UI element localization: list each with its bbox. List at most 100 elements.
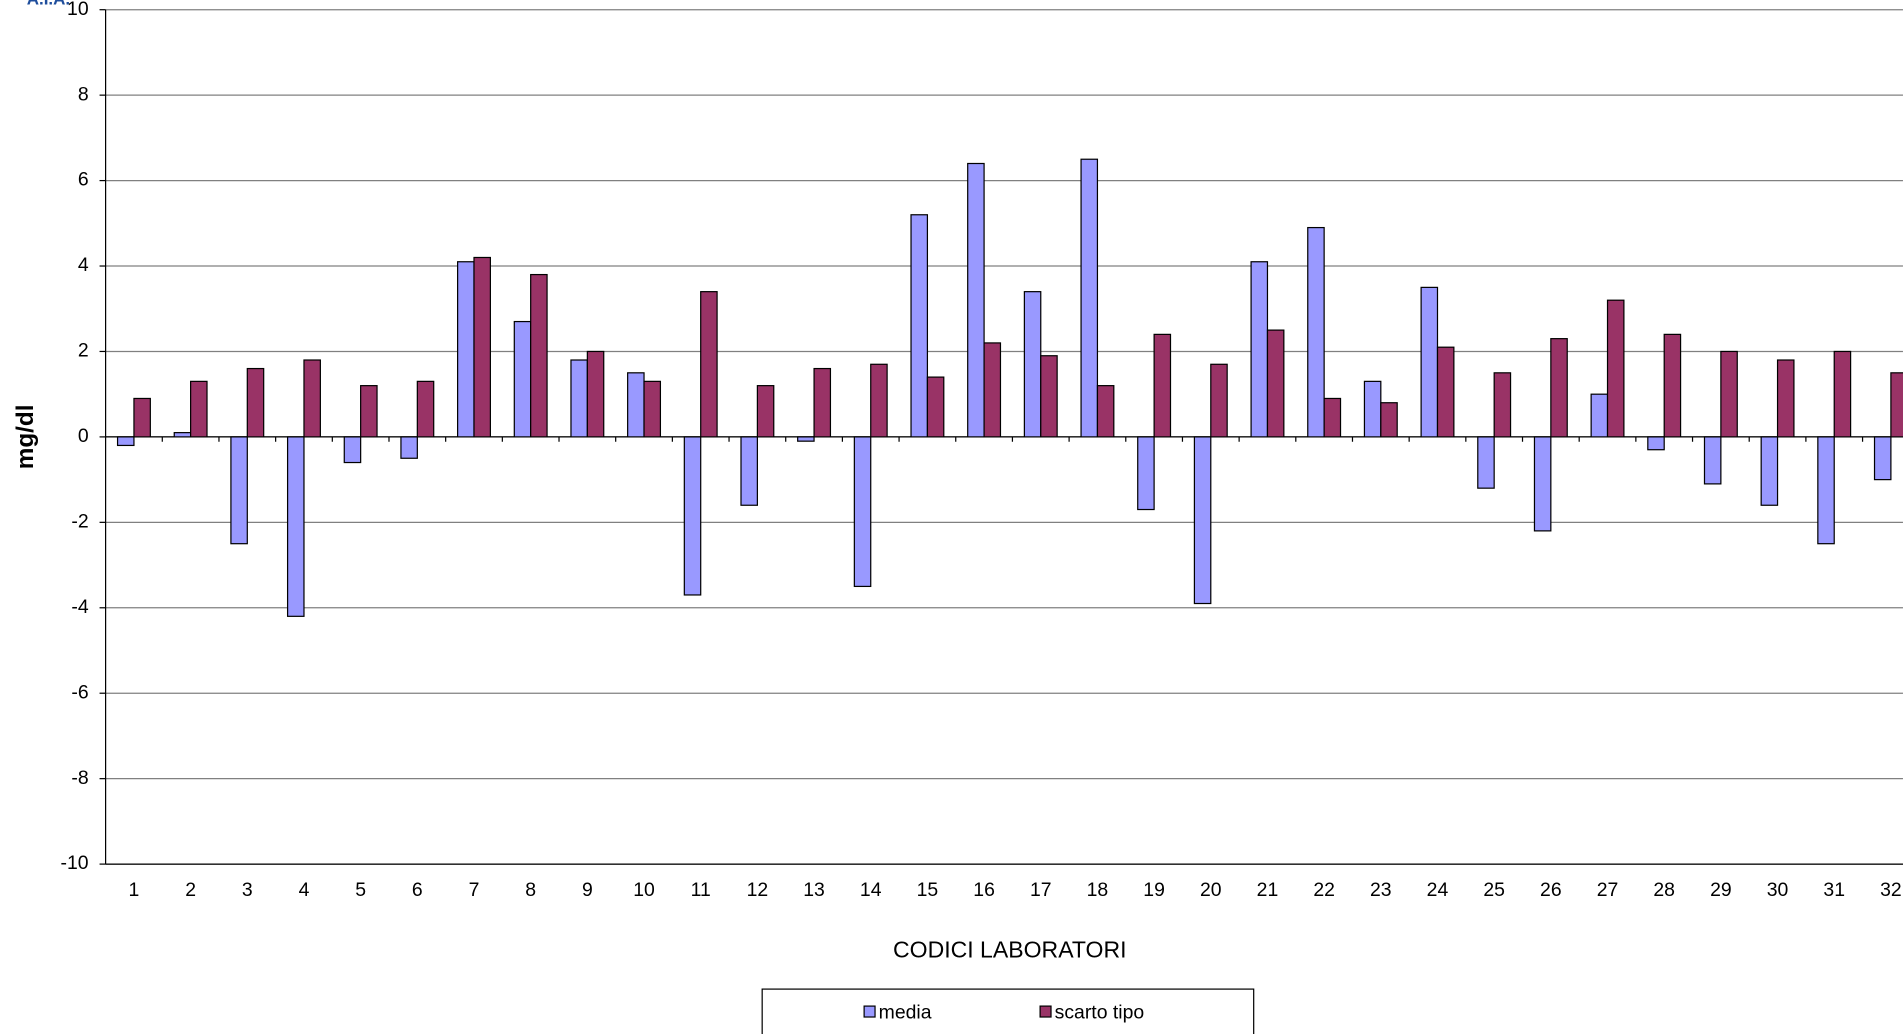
bar: [1590, 393, 1609, 438]
bar: [230, 436, 248, 545]
bar: [190, 380, 208, 438]
bar: [1817, 436, 1835, 545]
bar: [1550, 338, 1568, 438]
x-tick-label: 4: [299, 879, 310, 901]
bar: [1137, 436, 1155, 511]
bar: [400, 436, 418, 459]
bar: [116, 436, 135, 447]
bar: [1760, 436, 1779, 506]
bar: [1323, 397, 1342, 438]
bar: [457, 261, 475, 438]
y-tick-label: 4: [78, 254, 89, 276]
x-tick-label: 12: [747, 879, 769, 901]
x-tick-label: 2: [185, 879, 196, 901]
legend-swatch: [863, 1005, 876, 1018]
x-tick-label: 29: [1710, 879, 1732, 901]
x-tick-label: 25: [1483, 879, 1505, 901]
bar: [286, 436, 305, 617]
bar: [1477, 436, 1495, 489]
y-tick-label: 0: [78, 425, 89, 447]
bar: [700, 291, 718, 438]
x-tick-label: 11: [691, 879, 711, 901]
bar: [1193, 436, 1212, 605]
bar: [1776, 359, 1795, 438]
x-tick-label: 7: [469, 879, 480, 901]
y-axis-title: mg/dl: [12, 405, 39, 470]
bar: [1606, 299, 1625, 438]
bar: [627, 372, 645, 438]
bar: [1703, 436, 1722, 485]
bar: [1833, 350, 1852, 438]
x-tick-label: 18: [1087, 879, 1109, 901]
bar: [1720, 350, 1738, 438]
bar: [813, 367, 832, 438]
bar: [416, 380, 435, 438]
x-tick-label: 28: [1653, 879, 1675, 901]
y-tick-label: -2: [71, 510, 88, 532]
bar: [246, 367, 265, 438]
bar: [1420, 286, 1439, 438]
bar: [1493, 372, 1512, 438]
bar: [1873, 436, 1892, 481]
y-tick-label: 10: [67, 0, 89, 20]
x-tick-label: 24: [1427, 879, 1449, 901]
y-tick-label: -8: [71, 767, 88, 789]
x-tick-label: 22: [1313, 879, 1335, 901]
bar: [1647, 436, 1665, 451]
bar: [360, 385, 378, 438]
bar: [586, 350, 605, 438]
bar: [1266, 329, 1285, 438]
bar: [967, 162, 985, 438]
x-tick-label: 31: [1823, 879, 1845, 901]
bar: [570, 359, 588, 438]
y-tick-label: 2: [78, 340, 89, 362]
y-tick-label: -10: [61, 852, 89, 874]
y-tick-label: -6: [71, 681, 88, 703]
x-tick-label: 13: [803, 879, 825, 901]
bar: [756, 385, 775, 438]
x-tick-label: 9: [582, 879, 593, 901]
bar: [740, 436, 758, 506]
bar: [1436, 346, 1455, 438]
y-tick-label: 8: [78, 83, 89, 105]
x-tick-label: 27: [1597, 879, 1619, 901]
bar: [870, 363, 888, 438]
bar: [133, 397, 151, 438]
bar: [983, 342, 1002, 438]
x-tick-label: 15: [917, 879, 939, 901]
bar: [530, 273, 548, 438]
bar: [797, 436, 815, 442]
x-tick-label: 10: [633, 879, 655, 901]
x-tick-label: 8: [525, 879, 536, 901]
legend-swatch: [1039, 1005, 1052, 1018]
bar: [1153, 333, 1172, 438]
bar: [1890, 372, 1903, 438]
x-tick-label: 14: [860, 879, 882, 901]
x-tick-label: 19: [1143, 879, 1165, 901]
bar: [1096, 385, 1115, 438]
bar: [1380, 402, 1398, 438]
x-tick-label: 20: [1200, 879, 1222, 901]
x-tick-label: 5: [355, 879, 366, 901]
bar: [1533, 436, 1552, 532]
x-tick-label: 32: [1880, 879, 1902, 901]
bar: [343, 436, 362, 464]
bar: [173, 432, 192, 438]
bar: [1040, 355, 1058, 438]
x-tick-label: 21: [1257, 879, 1279, 901]
x-axis-title: CODICI LABORATORI: [893, 937, 1127, 963]
bar: [1363, 380, 1382, 438]
y-tick-label: -4: [71, 596, 88, 618]
bar: [1663, 333, 1682, 438]
bar: [1023, 291, 1042, 438]
legend-label: scarto tipo: [1055, 1001, 1145, 1023]
x-tick-label: 3: [242, 879, 253, 901]
bar: [473, 256, 491, 438]
bar: [1250, 261, 1269, 438]
bar: [643, 380, 662, 438]
legend-label: media: [879, 1001, 932, 1023]
bar: [853, 436, 872, 588]
bar: [1210, 363, 1228, 438]
legend-box: [761, 988, 1255, 1034]
